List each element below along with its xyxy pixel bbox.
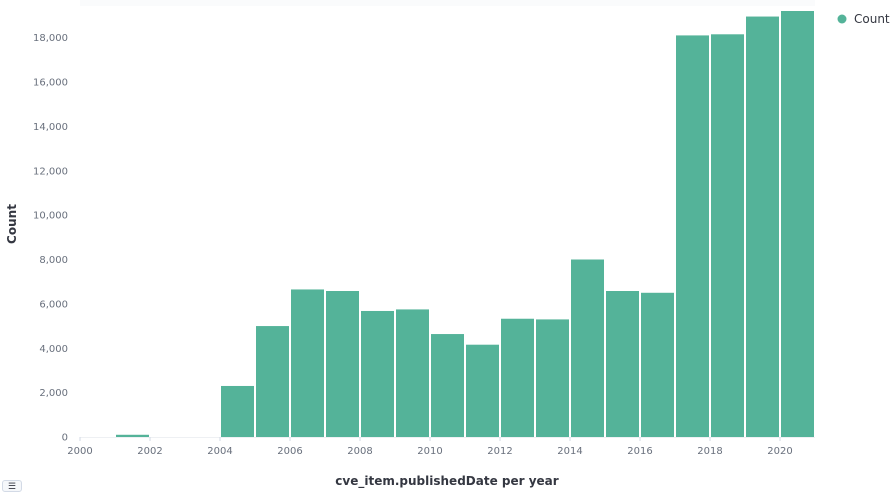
bar-2016[interactable] — [641, 292, 674, 437]
x-tick-label: 2020 — [767, 446, 792, 457]
legend-swatch — [837, 14, 847, 24]
y-tick-label: 2,000 — [39, 388, 68, 399]
y-tick-label: 0 — [62, 433, 68, 444]
bar-2001[interactable] — [116, 434, 149, 437]
bar-2009[interactable] — [396, 309, 429, 437]
bar-2007[interactable] — [326, 291, 359, 437]
y-axis-title: Count — [5, 204, 19, 244]
x-tick-label: 2012 — [487, 446, 512, 457]
x-tick-label: 2000 — [67, 446, 92, 457]
chart-top-edge — [80, 0, 815, 6]
y-tick-label: 6,000 — [39, 299, 68, 310]
y-tick-label: 14,000 — [33, 122, 68, 133]
bar-2018[interactable] — [711, 34, 744, 437]
y-tick-label: 18,000 — [33, 33, 68, 44]
bar-2020[interactable] — [781, 11, 814, 437]
x-tick-label: 2014 — [557, 446, 582, 457]
bar-2015[interactable] — [606, 291, 639, 437]
bar-2008[interactable] — [361, 310, 394, 437]
bar-2004[interactable] — [221, 385, 254, 437]
x-tick-label: 2010 — [417, 446, 442, 457]
bars-group — [116, 11, 814, 437]
y-tick-label: 16,000 — [33, 78, 68, 89]
bar-2017[interactable] — [676, 35, 709, 437]
y-tick-label: 4,000 — [39, 344, 68, 355]
bar-2012[interactable] — [501, 318, 534, 437]
x-tick-label: 2018 — [697, 446, 722, 457]
bar-2011[interactable] — [466, 344, 499, 437]
x-tick-label: 2016 — [627, 446, 652, 457]
bar-2014[interactable] — [571, 259, 604, 438]
x-tick-label: 2006 — [277, 446, 302, 457]
y-tick-label: 12,000 — [33, 166, 68, 177]
x-axis-title: cve_item.publishedDate per year — [335, 474, 558, 489]
bar-2006[interactable] — [291, 289, 324, 437]
x-tick-label: 2002 — [137, 446, 162, 457]
list-icon[interactable]: ☰ — [2, 480, 22, 492]
x-tick-label: 2004 — [207, 446, 232, 457]
x-tick-label: 2008 — [347, 446, 372, 457]
y-tick-label: 8,000 — [39, 255, 68, 266]
bar-2010[interactable] — [431, 334, 464, 437]
legend[interactable]: Count — [837, 12, 890, 26]
x-axis: 2000 2002 2004 2006 2008 2010 2012 2014 2016 2018… — [67, 437, 815, 457]
bar-2019[interactable] — [746, 16, 779, 437]
bar-2005[interactable] — [256, 326, 289, 437]
y-tick-label: 10,000 — [33, 211, 68, 222]
bar-2013[interactable] — [536, 319, 569, 437]
y-axis: 0 2,000 4,000 6,000 8,000 10,000 12,000 14,000 1… — [33, 33, 68, 443]
legend-label[interactable]: Count — [854, 12, 890, 26]
